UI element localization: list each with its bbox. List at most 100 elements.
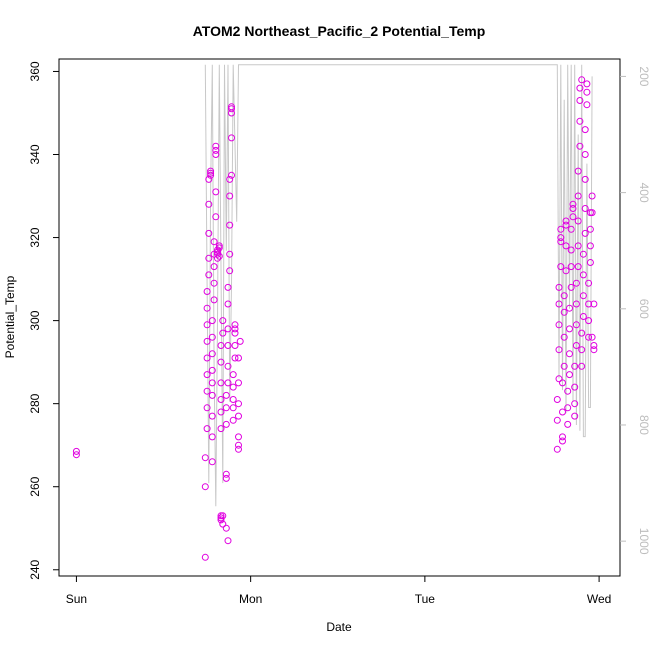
data-point bbox=[205, 271, 213, 279]
data-point bbox=[557, 263, 565, 271]
data-point bbox=[235, 433, 242, 441]
right-tick-label: 1000 bbox=[637, 528, 650, 555]
y-tick-label: 320 bbox=[28, 227, 42, 247]
data-point bbox=[219, 512, 227, 520]
data-point bbox=[72, 447, 80, 455]
data-point bbox=[210, 279, 218, 287]
data-point bbox=[224, 283, 232, 291]
data-point bbox=[231, 325, 239, 333]
data-point bbox=[590, 342, 598, 349]
data-point bbox=[566, 325, 573, 333]
data-point bbox=[571, 412, 579, 420]
data-point bbox=[205, 229, 213, 237]
data-point bbox=[208, 366, 216, 374]
data-point bbox=[224, 362, 232, 370]
data-point bbox=[571, 400, 579, 408]
data-point bbox=[226, 192, 234, 200]
data-point bbox=[235, 379, 242, 387]
data-point bbox=[574, 242, 582, 250]
y-tick-label: 240 bbox=[28, 559, 42, 579]
data-point bbox=[231, 329, 239, 337]
data-point bbox=[572, 279, 580, 287]
data-point bbox=[228, 105, 235, 113]
data-point bbox=[222, 524, 230, 532]
data-point bbox=[576, 84, 584, 92]
data-point bbox=[210, 238, 218, 246]
right-tick-label: 200 bbox=[637, 66, 650, 86]
data-point bbox=[201, 553, 209, 561]
data-point bbox=[222, 470, 230, 478]
data-point bbox=[560, 308, 568, 316]
data-point bbox=[203, 404, 211, 412]
data-point bbox=[562, 221, 570, 229]
y-tick-label: 300 bbox=[28, 310, 42, 330]
data-point bbox=[214, 248, 221, 256]
data-point bbox=[224, 325, 232, 333]
data-point bbox=[564, 404, 572, 412]
data-point bbox=[235, 445, 242, 453]
data-point bbox=[562, 267, 570, 275]
data-point bbox=[222, 404, 230, 412]
y-tick-label: 260 bbox=[28, 476, 42, 496]
data-point bbox=[576, 117, 584, 125]
data-point bbox=[231, 342, 239, 349]
data-point bbox=[555, 300, 563, 308]
data-point bbox=[228, 103, 235, 111]
data-point bbox=[205, 254, 213, 262]
data-point bbox=[586, 259, 594, 266]
data-point bbox=[574, 192, 582, 200]
data-point bbox=[217, 408, 225, 416]
data-point bbox=[590, 300, 598, 308]
data-point bbox=[574, 217, 582, 225]
data-point bbox=[555, 346, 563, 354]
data-point bbox=[588, 333, 596, 341]
data-point bbox=[203, 337, 211, 345]
data-point bbox=[217, 514, 225, 522]
data-point bbox=[212, 146, 220, 154]
data-point bbox=[574, 263, 582, 271]
data-point bbox=[217, 396, 225, 403]
data-point bbox=[576, 142, 584, 150]
right-tick-label: 400 bbox=[637, 183, 650, 203]
data-point bbox=[588, 209, 596, 217]
data-point bbox=[583, 101, 591, 109]
data-point bbox=[226, 250, 234, 258]
data-point bbox=[228, 134, 235, 142]
data-point bbox=[208, 412, 216, 420]
data-point bbox=[235, 400, 242, 408]
data-point bbox=[581, 205, 589, 212]
data-point bbox=[224, 379, 232, 387]
data-point bbox=[205, 175, 213, 183]
data-point bbox=[581, 229, 589, 237]
data-point bbox=[555, 321, 563, 329]
profile-line-layer bbox=[204, 64, 593, 507]
data-point bbox=[585, 317, 593, 325]
data-point bbox=[219, 329, 227, 337]
data-point bbox=[226, 175, 234, 183]
data-point bbox=[203, 425, 211, 433]
data-point bbox=[203, 321, 211, 329]
data-point bbox=[72, 451, 80, 459]
data-point bbox=[212, 188, 220, 196]
data-point bbox=[569, 200, 577, 208]
data-point bbox=[222, 474, 230, 482]
y-axis-label: Potential_Temp bbox=[3, 275, 17, 358]
data-point bbox=[203, 387, 211, 395]
data-point bbox=[581, 175, 589, 183]
data-point bbox=[203, 304, 211, 312]
data-point bbox=[207, 169, 215, 177]
data-point bbox=[203, 354, 211, 362]
y-tick-label: 340 bbox=[28, 144, 42, 164]
data-point bbox=[559, 433, 566, 441]
y-axis: 240 260 280 300 320 340 360 bbox=[28, 61, 59, 580]
data-point bbox=[212, 151, 220, 158]
x-tick-label: Sun bbox=[66, 592, 87, 606]
data-point bbox=[215, 244, 223, 252]
data-point bbox=[579, 271, 587, 279]
data-point bbox=[208, 333, 216, 341]
x-axis: Sun Mon Tue Wed bbox=[66, 576, 611, 606]
data-point bbox=[564, 387, 572, 395]
data-point bbox=[567, 263, 575, 271]
data-point bbox=[229, 404, 237, 412]
x-tick-label: Mon bbox=[239, 592, 262, 606]
